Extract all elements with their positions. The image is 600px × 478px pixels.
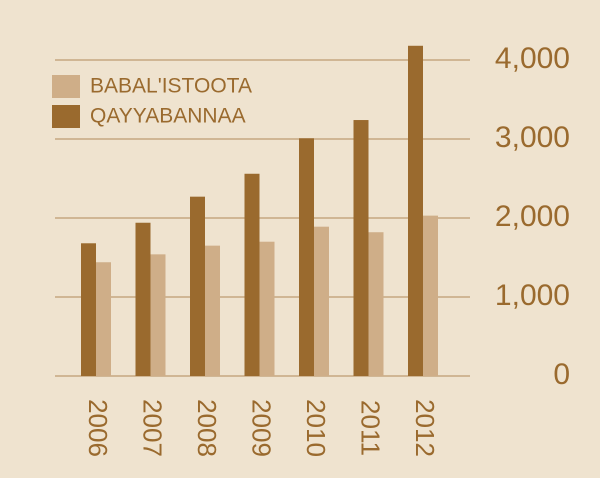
bar	[314, 226, 329, 376]
legend-label: BABAL'ISTOOTA	[90, 75, 252, 98]
bar	[259, 241, 275, 376]
bar	[244, 173, 260, 376]
x-tick-label: 2011	[356, 400, 386, 456]
y-tick-label: 0	[553, 358, 570, 391]
bar	[150, 254, 166, 376]
bar	[368, 232, 384, 376]
bar	[190, 196, 205, 376]
x-tick-label: 2006	[83, 399, 113, 457]
legend-swatch	[52, 75, 80, 98]
bar	[408, 45, 423, 376]
x-tick-label: 2008	[192, 399, 222, 457]
bar	[135, 222, 151, 376]
y-tick-label: 1,000	[495, 279, 570, 312]
bar	[353, 120, 369, 376]
x-tick-label: 2007	[138, 399, 168, 457]
bar	[299, 138, 314, 376]
x-tick-label: 2009	[247, 399, 277, 457]
legend-label: QAYYABANNAA	[90, 105, 246, 128]
x-tick-label: 2012	[410, 399, 440, 457]
bar	[205, 245, 220, 376]
x-tick-label: 2010	[301, 399, 331, 457]
bar	[423, 215, 438, 376]
bar	[96, 262, 111, 376]
y-tick-label: 2,000	[495, 200, 570, 233]
y-tick-label: 3,000	[495, 121, 570, 154]
legend-swatch	[52, 105, 80, 128]
bar	[81, 243, 96, 376]
y-tick-label: 4,000	[495, 42, 570, 75]
